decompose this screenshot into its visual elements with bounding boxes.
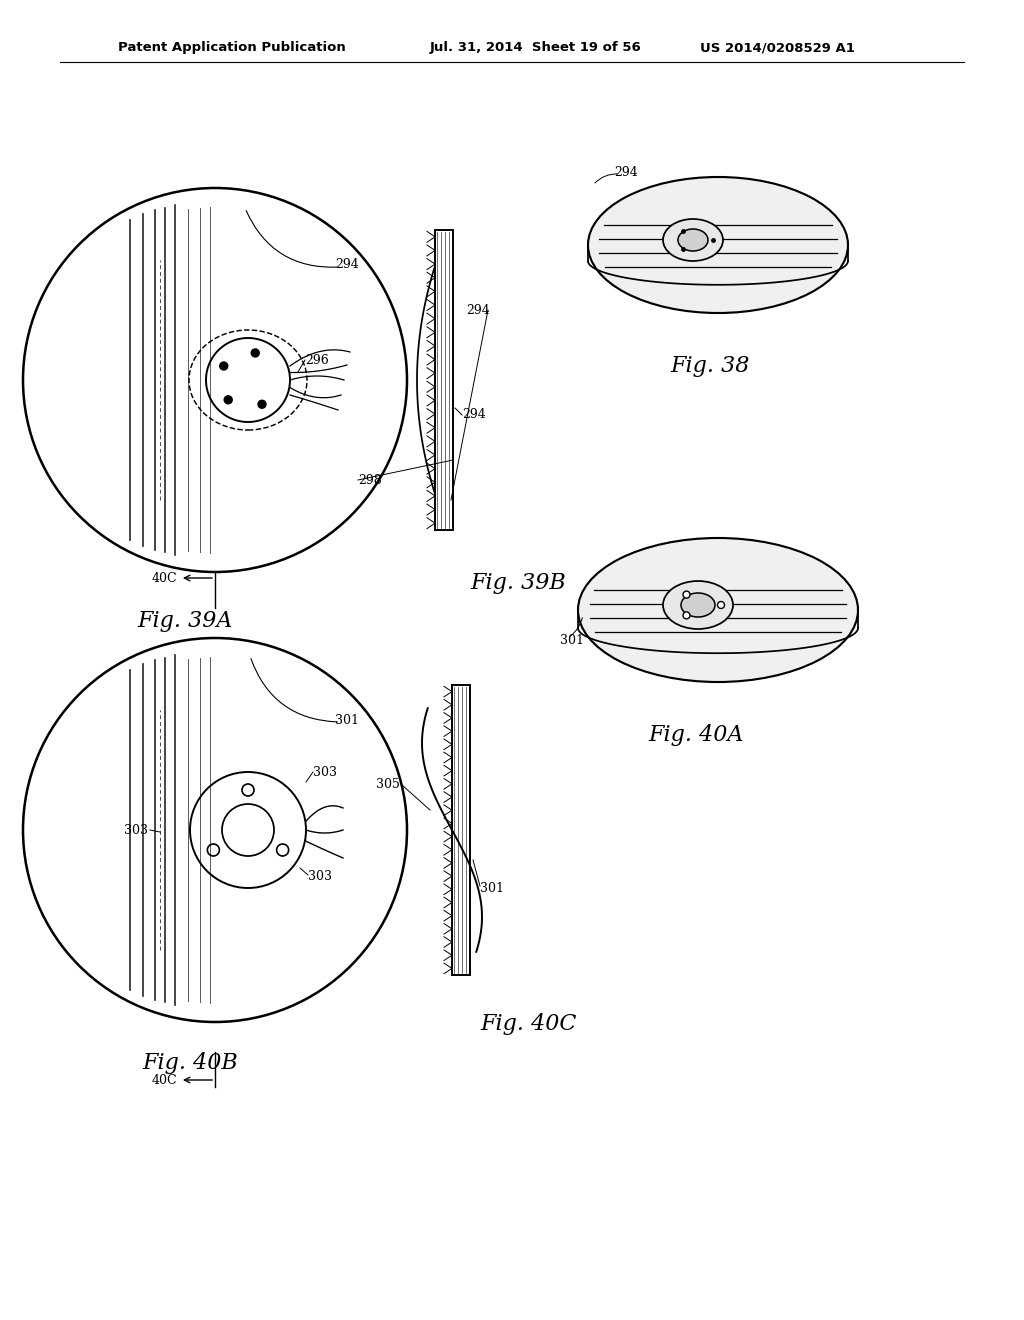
Circle shape (242, 784, 254, 796)
Text: Fig. 39A: Fig. 39A (137, 610, 232, 632)
Circle shape (276, 843, 289, 855)
Text: 301: 301 (480, 882, 504, 895)
Text: Fig. 40A: Fig. 40A (648, 723, 743, 746)
Bar (435, 230, 453, 531)
Text: 303: 303 (313, 766, 337, 779)
Text: 294: 294 (466, 304, 489, 317)
Text: US 2014/0208529 A1: US 2014/0208529 A1 (700, 41, 855, 54)
Text: 40C: 40C (152, 1073, 177, 1086)
Text: Fig. 38: Fig. 38 (670, 355, 750, 378)
Text: 303: 303 (124, 824, 148, 837)
Circle shape (251, 348, 259, 356)
Text: 294: 294 (614, 165, 638, 178)
Text: 301: 301 (560, 634, 584, 647)
Ellipse shape (578, 539, 858, 682)
Ellipse shape (681, 593, 715, 616)
Circle shape (207, 843, 219, 855)
Ellipse shape (678, 228, 708, 251)
Text: 40C: 40C (152, 572, 177, 585)
Bar (452, 685, 470, 975)
Text: 296: 296 (305, 354, 329, 367)
Text: Fig. 40C: Fig. 40C (480, 1012, 577, 1035)
Circle shape (683, 612, 690, 619)
Text: Patent Application Publication: Patent Application Publication (118, 41, 346, 54)
Text: Fig. 39B: Fig. 39B (470, 572, 565, 594)
Circle shape (718, 602, 725, 609)
Text: Jul. 31, 2014  Sheet 19 of 56: Jul. 31, 2014 Sheet 19 of 56 (430, 41, 642, 54)
Text: 294: 294 (462, 408, 485, 421)
Ellipse shape (663, 219, 723, 261)
Text: 305: 305 (376, 779, 400, 792)
Text: 303: 303 (308, 870, 332, 883)
Text: 294: 294 (335, 259, 358, 272)
Text: 301: 301 (335, 714, 359, 726)
Circle shape (224, 396, 232, 404)
Circle shape (683, 591, 690, 598)
Circle shape (220, 362, 227, 370)
Circle shape (258, 400, 266, 408)
Ellipse shape (588, 177, 848, 313)
Ellipse shape (663, 581, 733, 630)
Text: Fig. 40B: Fig. 40B (142, 1052, 238, 1074)
Text: 298: 298 (358, 474, 382, 487)
